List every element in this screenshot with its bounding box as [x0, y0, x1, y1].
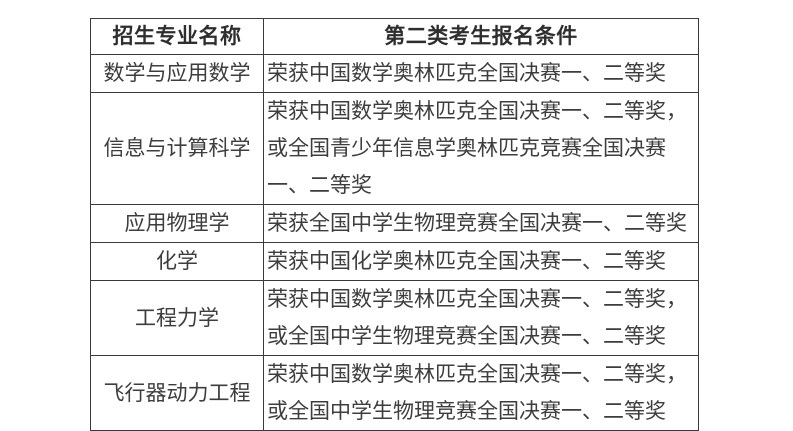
major-cell: 工程力学: [90, 280, 264, 356]
table-row: 化学 荣获中国化学奥林匹克全国决赛一、二等奖: [90, 242, 699, 281]
condition-cell: 荣获中国数学奥林匹克全国决赛一、二等奖，或全国中学生物理竞赛全国决赛一、二等奖: [263, 355, 699, 431]
major-cell: 应用物理学: [90, 204, 264, 243]
condition-cell: 荣获中国数学奥林匹克全国决赛一、二等奖，或全国中学生物理竞赛全国决赛一、二等奖: [263, 280, 699, 356]
major-cell: 数学与应用数学: [90, 54, 264, 93]
table-row: 数学与应用数学 荣获中国数学奥林匹克全国决赛一、二等奖: [90, 54, 699, 93]
major-cell: 飞行器动力工程: [90, 355, 264, 431]
table-row: 工程力学 荣获中国数学奥林匹克全国决赛一、二等奖，或全国中学生物理竞赛全国决赛一…: [90, 280, 699, 356]
table-row: 应用物理学 荣获全国中学生物理竞赛全国决赛一、二等奖: [90, 204, 699, 243]
table-row: 信息与计算科学 荣获中国数学奥林匹克全国决赛一、二等奖，或全国青少年信息学奥林匹…: [90, 92, 699, 205]
condition-cell: 荣获中国数学奥林匹克全国决赛一、二等奖: [263, 54, 699, 93]
condition-cell: 荣获全国中学生物理竞赛全国决赛一、二等奖: [263, 204, 699, 243]
table-row: 飞行器动力工程 荣获中国数学奥林匹克全国决赛一、二等奖，或全国中学生物理竞赛全国…: [90, 355, 699, 431]
col-header-condition: 第二类考生报名条件: [263, 18, 699, 55]
header-row: 招生专业名称 第二类考生报名条件: [90, 18, 699, 55]
major-cell: 信息与计算科学: [90, 92, 264, 205]
col-header-major: 招生专业名称: [90, 18, 264, 55]
admission-requirements-table: 招生专业名称 第二类考生报名条件 数学与应用数学 荣获中国数学奥林匹克全国决赛一…: [90, 18, 699, 431]
condition-cell: 荣获中国化学奥林匹克全国决赛一、二等奖: [263, 242, 699, 281]
major-cell: 化学: [90, 242, 264, 281]
condition-cell: 荣获中国数学奥林匹克全国决赛一、二等奖，或全国青少年信息学奥林匹克竞赛全国决赛一…: [263, 92, 699, 205]
